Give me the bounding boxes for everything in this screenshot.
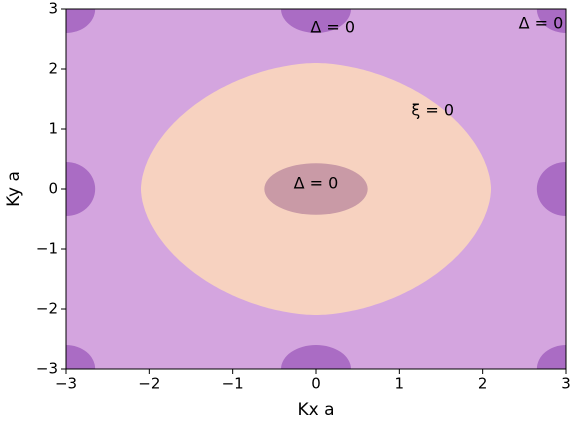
annotation: ξ = 0 [411, 101, 454, 120]
x-tick-label: 1 [395, 375, 405, 393]
x-axis-label: Kx a [297, 400, 334, 420]
x-tick-label: −3 [55, 375, 77, 393]
node-region [536, 162, 566, 216]
node-region [66, 162, 96, 216]
node-region [66, 9, 96, 33]
y-tick-label: −3 [36, 360, 58, 378]
plot-area [66, 9, 566, 369]
overlap-region [264, 163, 368, 215]
y-tick-label: −1 [36, 240, 58, 258]
annotation: Δ = 0 [294, 174, 339, 193]
annotation: Δ = 0 [310, 18, 355, 37]
node-region [281, 345, 351, 369]
y-tick-label: 1 [48, 120, 58, 138]
x-tick-label: 0 [311, 375, 321, 393]
x-tick-label: 2 [478, 375, 488, 393]
node-region [281, 9, 351, 33]
y-tick-label: 0 [48, 180, 58, 198]
x-tick-label: −2 [138, 375, 160, 393]
node-region [66, 345, 96, 369]
y-axis-label: Ky a [4, 171, 24, 207]
x-tick-label: 3 [561, 375, 571, 393]
y-tick-label: 3 [48, 0, 58, 18]
y-tick-label: −2 [36, 300, 58, 318]
x-tick-label: −1 [222, 375, 244, 393]
node-region [536, 345, 566, 369]
y-tick-label: 2 [48, 60, 58, 78]
annotation: Δ = 0 [519, 14, 564, 33]
node-region [536, 9, 566, 33]
